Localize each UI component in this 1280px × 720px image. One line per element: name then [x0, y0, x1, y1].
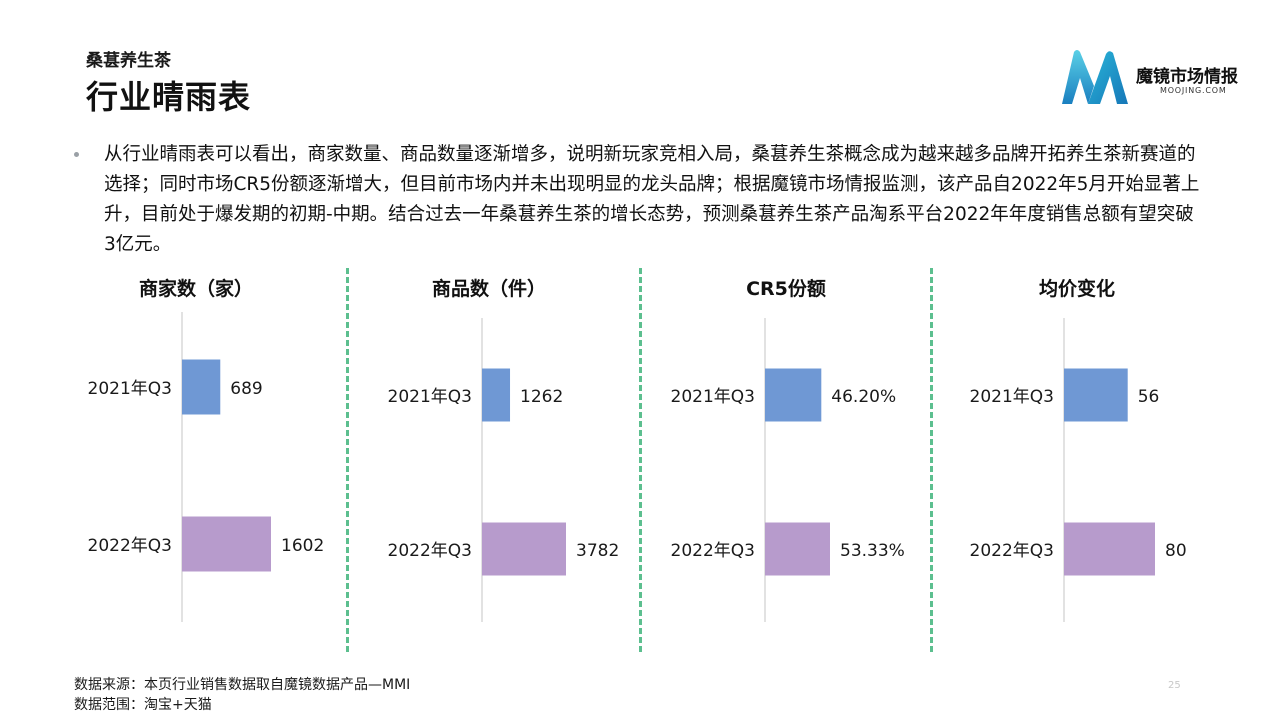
value-label-products-0: 1262: [520, 387, 563, 407]
chart-title-avg-price: 均价变化: [1038, 278, 1115, 300]
category-label-merchants-0: 2021年Q3: [88, 379, 172, 399]
value-label-cr5-0: 46.20%: [831, 387, 896, 407]
chart-divider-1: [346, 268, 349, 652]
chart-title-merchants: 商家数（家）: [138, 278, 253, 300]
summary-paragraph: 从行业晴雨表可以看出，商家数量、商品数量逐渐增多，说明新玩家竞相入局，桑葚养生茶…: [104, 144, 1200, 255]
slide-kicker: 桑葚养生茶: [86, 51, 171, 71]
value-label-merchants-0: 689: [230, 379, 262, 399]
value-label-products-1: 3782: [576, 541, 619, 561]
footer-scope: 数据范围：淘宝+天猫: [74, 697, 212, 713]
bar-avg-price-1: [1064, 522, 1155, 576]
category-label-avg-price-0: 2021年Q3: [970, 387, 1054, 407]
category-label-products-0: 2021年Q3: [388, 387, 472, 407]
category-label-avg-price-1: 2022年Q3: [970, 541, 1054, 561]
bar-cr5-1: [765, 522, 830, 576]
value-label-avg-price-0: 56: [1138, 387, 1160, 407]
slide-title: 行业晴雨表: [86, 78, 252, 116]
category-label-cr5-1: 2022年Q3: [671, 541, 755, 561]
value-label-avg-price-1: 80: [1165, 541, 1187, 561]
page-number: 25: [1168, 680, 1181, 691]
bar-products-0: [482, 368, 511, 422]
category-label-cr5-0: 2021年Q3: [671, 387, 755, 407]
value-label-cr5-1: 53.33%: [840, 541, 905, 561]
logo-brand-name: 魔镜市场情报: [1136, 67, 1238, 87]
chart-title-cr5: CR5份额: [746, 278, 826, 300]
value-label-merchants-1: 1602: [281, 536, 324, 556]
moojing-logo-icon: [1062, 50, 1128, 104]
chart-divider-2: [639, 268, 642, 652]
category-label-merchants-1: 2022年Q3: [88, 536, 172, 556]
category-label-products-1: 2022年Q3: [388, 541, 472, 561]
bar-merchants-0: [182, 359, 221, 415]
footer-source: 数据来源：本页行业销售数据取自魔镜数据产品—MMI: [74, 677, 411, 693]
logo-url: MOOJING.COM: [1160, 86, 1227, 95]
bar-avg-price-0: [1064, 368, 1128, 422]
chart-title-products: 商品数（件）: [431, 278, 546, 300]
bar-merchants-1: [182, 516, 271, 572]
bar-products-1: [482, 522, 566, 576]
chart-divider-3: [930, 268, 933, 652]
bullet-dot: [74, 152, 79, 157]
bar-cr5-0: [765, 368, 822, 422]
